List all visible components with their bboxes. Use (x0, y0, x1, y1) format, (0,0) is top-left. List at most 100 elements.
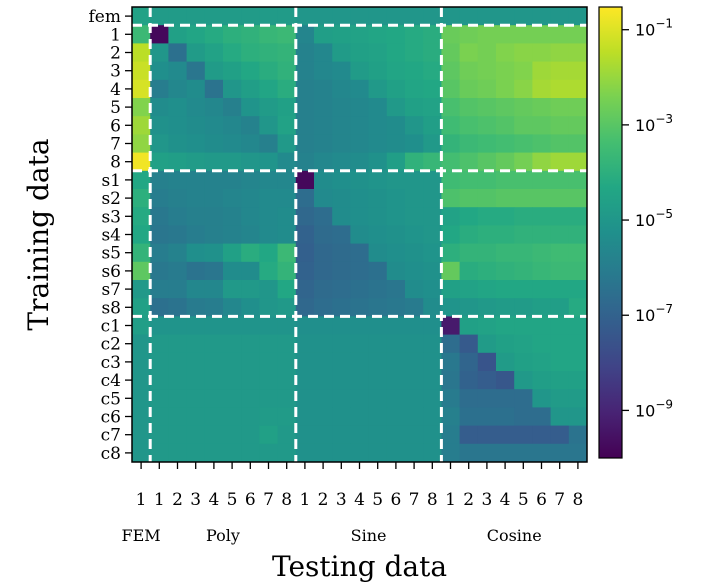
heatmap-cell (223, 79, 242, 99)
heatmap-cell (132, 443, 151, 463)
heatmap-cell (423, 352, 442, 372)
heatmap-cell (186, 189, 206, 208)
heatmap-cell (204, 116, 224, 135)
heatmap-cell (386, 134, 406, 153)
heatmap-cell (514, 280, 533, 299)
heatmap-cell (332, 225, 351, 244)
y-axis-label: Training data (22, 138, 55, 330)
heatmap-cell (368, 152, 388, 172)
heatmap-cell (204, 189, 224, 208)
y-tick-label: c8 (101, 444, 121, 464)
heatmap-cell (441, 7, 460, 26)
heatmap-cell (150, 189, 169, 208)
heatmap-cell (132, 79, 151, 99)
heatmap-cell (568, 207, 588, 226)
heatmap-cell (441, 243, 460, 263)
heatmap-cell (368, 425, 388, 445)
heatmap-cell (132, 152, 151, 172)
heatmap-cell (350, 225, 369, 244)
heatmap-cell (350, 407, 369, 426)
heatmap-cell (186, 425, 206, 445)
heatmap-cell (550, 334, 570, 354)
heatmap-cell (514, 43, 533, 62)
heatmap-cell (223, 116, 242, 135)
heatmap-cell (332, 152, 351, 172)
x-tick-label: 4 (208, 490, 219, 510)
heatmap-cell (295, 352, 315, 372)
heatmap-cell (132, 43, 151, 62)
heatmap-cell (277, 207, 297, 226)
heatmap-cell (168, 443, 187, 463)
heatmap-cell (332, 170, 351, 190)
heatmap-cell (150, 225, 169, 244)
heatmap-cell (259, 261, 278, 281)
heatmap-cell (150, 443, 169, 463)
heatmap-cell (550, 207, 570, 226)
heatmap-cell (514, 425, 533, 445)
heatmap-cell (314, 443, 333, 463)
heatmap-cell (132, 116, 151, 135)
heatmap-cell (514, 61, 533, 81)
y-tick-label: s4 (101, 226, 121, 246)
heatmap-cell (314, 389, 333, 408)
heatmap-cell (350, 152, 369, 172)
heatmap-cell (350, 134, 369, 153)
heatmap-cell (332, 243, 351, 263)
heatmap-cell (568, 25, 588, 44)
heatmap-cell (132, 225, 151, 244)
heatmap-cell (514, 371, 533, 390)
heatmap-cell (514, 352, 533, 372)
heatmap-cell (405, 152, 424, 172)
heatmap-cell (223, 280, 242, 299)
heatmap-cell (423, 371, 442, 390)
heatmap-cell (477, 189, 497, 208)
heatmap-cell (350, 25, 369, 44)
heatmap-cell (186, 43, 206, 62)
heatmap-cell (150, 371, 169, 390)
heatmap-cell (132, 316, 151, 335)
colorbar-ticks: 10−1 10−3 10−5 10−7 10−9 (622, 17, 673, 420)
heatmap-cell (295, 407, 315, 426)
heatmap-cell (386, 98, 406, 117)
heatmap-cell (532, 407, 551, 426)
heatmap-cell (295, 261, 315, 281)
x-tick-label: 3 (481, 490, 492, 510)
heatmap-cell (314, 79, 333, 99)
heatmap-cell (405, 25, 424, 44)
heatmap-cell (314, 43, 333, 62)
heatmap-cell (496, 189, 515, 208)
heatmap-cell (405, 225, 424, 244)
heatmap-cell (568, 243, 588, 263)
heatmap-cell (568, 407, 588, 426)
heatmap-cell (259, 170, 278, 190)
heatmap-cell (259, 443, 278, 463)
heatmap-cell (386, 43, 406, 62)
heatmap-cell (441, 79, 460, 99)
heatmap-cell (568, 116, 588, 135)
heatmap-cell (532, 261, 551, 281)
heatmap-cell (168, 189, 187, 208)
y-tick-label: s8 (101, 298, 121, 318)
heatmap-cell (168, 43, 187, 62)
x-tick-label: 4 (500, 490, 511, 510)
heatmap-cell (405, 243, 424, 263)
heatmap-cell (441, 134, 460, 153)
heatmap-cell (514, 116, 533, 135)
heatmap-cell (459, 280, 479, 299)
heatmap-cell (514, 389, 533, 408)
heatmap-cell (259, 189, 278, 208)
heatmap-cell (477, 79, 497, 99)
heatmap-cell (550, 25, 570, 44)
heatmap-cell (295, 316, 315, 335)
heatmap-cell (568, 425, 588, 445)
heatmap-cell (150, 352, 169, 372)
heatmap-cell (386, 243, 406, 263)
heatmap-cell (277, 170, 297, 190)
heatmap-cell (477, 61, 497, 81)
heatmap-cell (423, 134, 442, 153)
heatmap-cell (568, 189, 588, 208)
heatmap-cell (405, 443, 424, 463)
heatmap-cell (259, 371, 278, 390)
heatmap-cell (295, 134, 315, 153)
heatmap-cell (459, 116, 479, 135)
